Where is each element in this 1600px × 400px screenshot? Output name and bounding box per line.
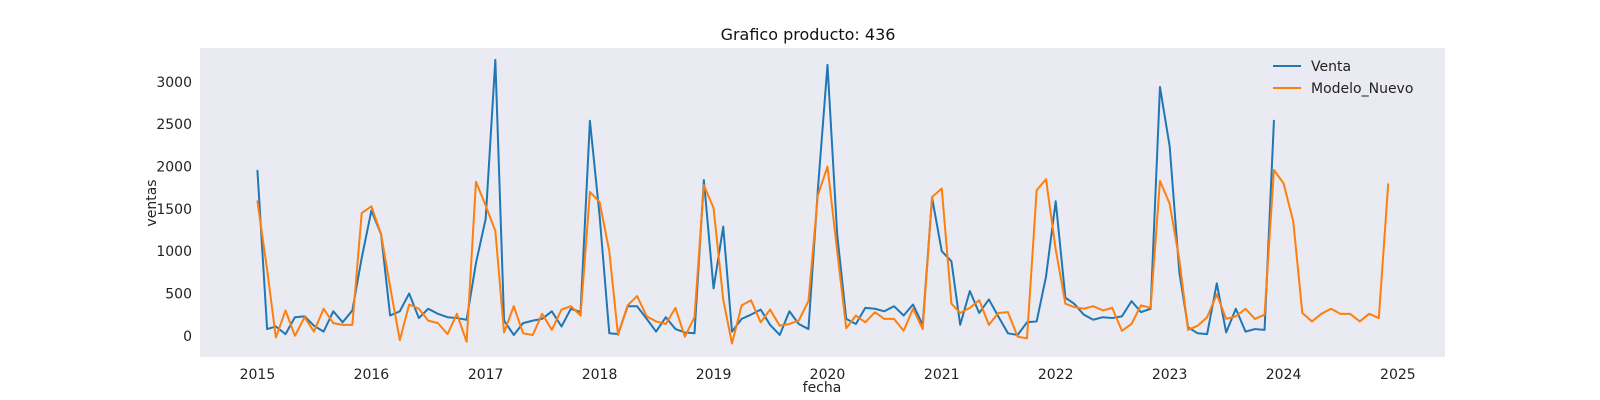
y-tick-label: 2500 — [156, 117, 192, 133]
x-tick-label: 2022 — [1038, 367, 1074, 383]
x-tick-label: 2017 — [468, 367, 504, 383]
plot-area — [200, 48, 1445, 357]
x-tick-label: 2018 — [582, 367, 618, 383]
x-tick-label: 2025 — [1380, 367, 1416, 383]
legend: Venta Modelo_Nuevo — [1273, 59, 1413, 97]
series-lines — [256, 58, 1390, 345]
x-tick-label: 2016 — [354, 367, 390, 383]
y-axis: 0 500 1000 1500 2000 2500 3000 — [156, 75, 192, 345]
y-tick-label: 0 — [183, 329, 192, 345]
x-tick-label: 2019 — [696, 367, 732, 383]
y-tick-label: 500 — [165, 287, 192, 303]
y-tick-label: 3000 — [156, 75, 192, 91]
legend-label: Venta — [1311, 59, 1351, 75]
x-tick-label: 2024 — [1266, 367, 1302, 383]
y-axis-label: ventas — [144, 179, 160, 226]
x-tick-label: 2021 — [924, 367, 960, 383]
y-tick-label: 2000 — [156, 160, 192, 176]
series-line-modelo_nuevo — [256, 165, 1390, 345]
y-tick-label: 1500 — [156, 202, 192, 218]
x-tick-label: 2020 — [810, 367, 846, 383]
y-tick-label: 1000 — [156, 244, 192, 260]
x-tick-label: 2023 — [1152, 367, 1188, 383]
chart-title: Grafico producto: 436 — [721, 25, 896, 44]
x-axis: 2015 2016 2017 2018 2019 2020 2021 2022 2023 2024… — [240, 367, 1416, 383]
x-tick-label: 2015 — [240, 367, 276, 383]
legend-label: Modelo_Nuevo — [1311, 81, 1413, 97]
x-axis-label: fecha — [803, 380, 842, 396]
